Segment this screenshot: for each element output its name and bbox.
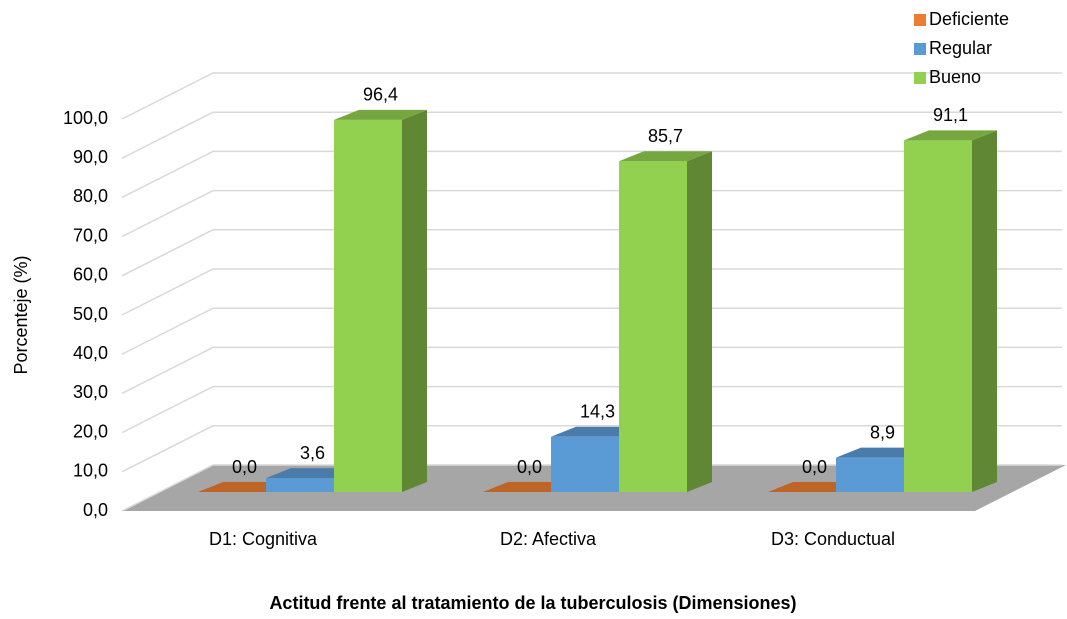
y-tick-label: 90,0	[73, 147, 108, 167]
grid-line	[121, 307, 1062, 355]
bar-front	[836, 457, 904, 492]
bar	[334, 109, 427, 493]
y-tick-label: 100,0	[63, 108, 108, 128]
y-tick-label: 30,0	[73, 382, 108, 402]
y-tick-label: 20,0	[73, 421, 108, 441]
grid-line	[121, 189, 1062, 238]
bar-side	[402, 109, 427, 493]
bar-front	[551, 436, 619, 492]
bar	[619, 151, 712, 492]
y-tick-label: 70,0	[73, 225, 108, 245]
grid-line	[121, 346, 1062, 395]
bar-side	[687, 151, 712, 492]
x-axis-title: Actitud frente al tratamiento de la tube…	[269, 593, 796, 613]
data-label: 96,4	[363, 85, 398, 105]
bar	[904, 130, 997, 492]
grid-line	[121, 150, 1062, 199]
data-label: 85,7	[648, 126, 683, 146]
bar-top	[904, 130, 997, 141]
legend-label: Deficiente	[929, 9, 1009, 29]
data-label: 91,1	[933, 105, 968, 125]
y-tick-label: 80,0	[73, 186, 108, 206]
data-label: 0,0	[517, 457, 542, 477]
data-label: 8,9	[870, 422, 895, 442]
grid-line	[121, 385, 1062, 434]
bar-front	[266, 478, 334, 492]
x-tick-label: D3: Conductual	[771, 529, 895, 549]
data-label: 3,6	[300, 443, 325, 463]
grid-line	[121, 268, 1062, 316]
bar-front	[334, 119, 402, 493]
y-tick-label: 40,0	[73, 343, 108, 363]
legend-label: Bueno	[929, 67, 981, 87]
grid-line	[121, 229, 1062, 277]
x-tick-label: D1: Cognitiva	[209, 529, 318, 549]
legend-swatch	[914, 14, 926, 26]
grid-line	[121, 72, 1062, 120]
data-label: 0,0	[802, 457, 827, 477]
y-tick-label: 50,0	[73, 304, 108, 324]
bar-side	[972, 130, 997, 492]
y-tick-label: 60,0	[73, 265, 108, 285]
bar-front	[904, 140, 972, 492]
data-label: 0,0	[232, 457, 257, 477]
grid-line	[121, 464, 1062, 512]
y-tick-label: 10,0	[73, 461, 108, 481]
y-axis-title: Porcenteje (%)	[11, 255, 31, 374]
bar-top	[619, 151, 712, 162]
legend-label: Regular	[929, 38, 992, 58]
bar-top	[334, 109, 427, 120]
x-tick-label: D2: Afectiva	[500, 529, 597, 549]
data-label: 14,3	[580, 402, 615, 422]
grid-line	[121, 425, 1062, 473]
legend-swatch	[914, 43, 926, 55]
grid-line	[121, 111, 1062, 159]
y-tick-label: 0,0	[83, 500, 108, 520]
legend-swatch	[914, 72, 926, 84]
bar-front	[619, 161, 687, 492]
